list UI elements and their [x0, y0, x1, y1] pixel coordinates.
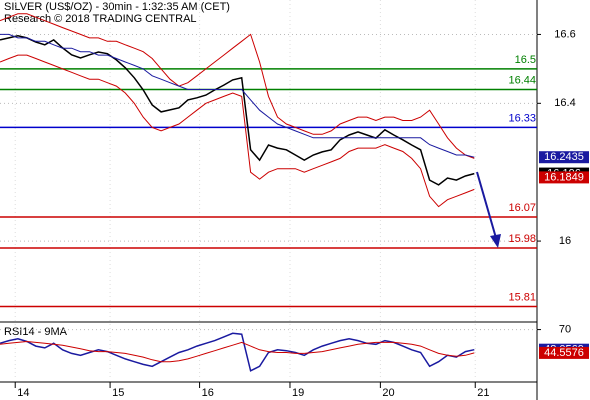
y-tick-label: 16.4	[554, 97, 575, 109]
rsi-title: RSI14 - 9MA	[4, 326, 68, 338]
arrow-shaft	[476, 171, 497, 239]
series-line	[0, 35, 475, 186]
price-tag-label: 16.1849	[544, 171, 584, 183]
x-tick-label: 19	[292, 387, 304, 399]
price-tag	[539, 151, 589, 164]
series-line	[0, 340, 475, 363]
series-line	[0, 54, 475, 208]
level-label: 16.07	[508, 202, 536, 214]
x-tick-label: 15	[112, 387, 124, 399]
chart-title: SILVER (US$/OZ) - 30min - 1:32:35 AM (CE…	[4, 1, 230, 13]
price-tag-label: 44.5576	[544, 347, 584, 359]
x-tick-label: 14	[17, 387, 29, 399]
price-tag	[539, 171, 589, 184]
level-label: 15.98	[508, 233, 536, 245]
x-tick-label: 16	[202, 387, 214, 399]
level-label: 16.5	[515, 54, 536, 66]
forecast-arrow	[476, 171, 501, 248]
level-label: 16.33	[508, 112, 536, 124]
level-label: 15.81	[508, 291, 536, 303]
price-tag-label: 16.2435	[544, 151, 584, 163]
arrow-head	[490, 234, 501, 248]
series-line	[0, 13, 475, 159]
x-tick-label: 20	[382, 387, 394, 399]
chart-subtitle: Research © 2018 TRADING CENTRAL	[4, 13, 197, 25]
price-tag	[539, 346, 589, 359]
y-tick-label: 16	[559, 235, 571, 247]
y-tick-label: 16.6	[554, 28, 575, 40]
series-line	[0, 33, 475, 158]
y-tick-label: 70	[559, 323, 571, 335]
x-tick-label: 21	[477, 387, 489, 399]
level-label: 16.44	[508, 74, 536, 86]
